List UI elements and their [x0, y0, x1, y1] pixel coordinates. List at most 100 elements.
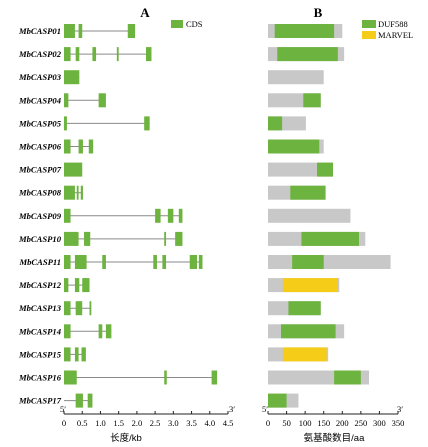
gene-label: MbCASP06	[18, 142, 62, 152]
gene-structure-row	[64, 301, 92, 316]
protein-row	[268, 24, 343, 38]
exon-block	[105, 324, 112, 339]
marvel-domain	[282, 347, 327, 362]
exon-block	[175, 231, 183, 246]
exon-block	[64, 231, 79, 246]
axis-a-tick-label: 4.0	[204, 418, 215, 428]
exon-block	[64, 347, 71, 362]
legend-marvel-swatch	[362, 31, 376, 39]
protein-row	[268, 347, 329, 362]
exon-block	[64, 301, 71, 316]
gene-structure-row	[64, 139, 94, 154]
legend-marvel-label: MARVEL	[378, 30, 413, 40]
gene-structure-row	[64, 24, 136, 38]
gene-labels: MbCASP01 MbCASP02 MbCASP03 MbCASP04 MbCASP05…	[18, 26, 62, 406]
exon-block	[75, 47, 80, 62]
protein-row	[268, 162, 333, 177]
duf588-domain	[268, 139, 320, 154]
gene-label: MbCASP03	[18, 72, 62, 82]
gene-structure-row	[64, 278, 90, 293]
axis-b-end-label: 3′	[397, 404, 403, 414]
protein-row	[268, 324, 345, 339]
exon-block	[75, 393, 83, 408]
protein-bar	[268, 255, 391, 269]
exon-block	[98, 324, 103, 339]
duf588-domain	[274, 24, 335, 38]
gene-structure-row	[64, 116, 150, 131]
gene-label: MbCASP14	[18, 326, 62, 336]
axis-a-tick-label: 0.5	[77, 418, 88, 428]
duf588-domain	[268, 393, 287, 408]
exon-block	[81, 347, 86, 362]
protein-row	[268, 370, 370, 385]
legend-a: CDS	[171, 19, 203, 29]
exon-block	[64, 93, 69, 108]
gene-label: MbCASP16	[18, 373, 62, 383]
gene-structure-row	[64, 70, 80, 85]
exon-block	[155, 208, 161, 223]
exon-block	[64, 208, 71, 223]
gene-structure-row	[64, 231, 183, 246]
exon-block	[89, 301, 92, 316]
duf588-domain	[288, 301, 321, 316]
axis-b-tick-label: 250	[354, 418, 367, 428]
gene-label: MbCASP10	[18, 234, 62, 244]
exon-block	[74, 278, 80, 293]
marvel-domain	[282, 278, 338, 293]
gene-label: MbCASP13	[18, 303, 62, 313]
exon-block	[64, 324, 71, 339]
exon-block	[64, 278, 69, 293]
axis-a-tick-label: 0	[62, 418, 66, 428]
panel-b-label: B	[314, 5, 323, 20]
panel-a-gene-structures	[64, 24, 218, 408]
gene-structure-row	[64, 208, 183, 223]
protein-row	[268, 70, 324, 85]
exon-block	[116, 47, 119, 62]
exon-block	[78, 139, 83, 154]
axis-a-tick-label: 2.5	[150, 418, 161, 428]
exon-block	[164, 231, 167, 246]
axis-a-tick-label: 2.0	[132, 418, 143, 428]
protein-row	[268, 93, 321, 108]
duf588-domain	[334, 370, 361, 385]
protein-bar	[268, 70, 324, 85]
exon-block	[167, 208, 174, 223]
gene-label: MbCASP04	[18, 95, 62, 105]
exon-block	[178, 208, 183, 223]
axis-b-tick-label: 150	[317, 418, 330, 428]
gene-label: MbCASP11	[18, 257, 61, 267]
gene-structure-row	[64, 393, 93, 408]
exon-block	[80, 185, 83, 200]
axis-a-tick-label: 1.5	[113, 418, 124, 428]
exon-block	[64, 116, 67, 131]
duf588-domain	[317, 162, 333, 177]
exon-block	[74, 347, 79, 362]
protein-bar	[268, 208, 351, 223]
exon-block	[78, 24, 83, 38]
axis-b-start-label: 5′	[262, 404, 268, 414]
exon-block	[98, 93, 106, 108]
duf588-domain	[303, 93, 321, 108]
protein-row	[268, 208, 351, 223]
exon-block	[64, 70, 80, 85]
axis-a-tick-label: 3.0	[168, 418, 179, 428]
gene-structure-row	[64, 370, 218, 385]
exon-block	[64, 139, 71, 154]
exon-block	[87, 393, 93, 408]
exon-block	[64, 185, 75, 200]
panel-b-protein-domains	[268, 24, 391, 408]
gene-structure-row	[64, 324, 112, 339]
exon-block	[64, 255, 71, 269]
gene-label: MbCASP07	[18, 165, 62, 175]
gene-label: MbCASP17	[18, 396, 62, 406]
gene-structure-row	[64, 162, 83, 177]
axis-b-tick-label: 50	[282, 418, 291, 428]
exon-block	[64, 24, 75, 38]
protein-row	[268, 47, 345, 62]
exon-block	[189, 255, 198, 269]
axis-a-start-label: 5′	[60, 404, 66, 414]
exon-block	[144, 116, 150, 131]
legend-b: DUF588 MARVEL	[362, 19, 413, 40]
gene-label: MbCASP01	[18, 26, 61, 36]
panel-a-label: A	[140, 5, 150, 20]
